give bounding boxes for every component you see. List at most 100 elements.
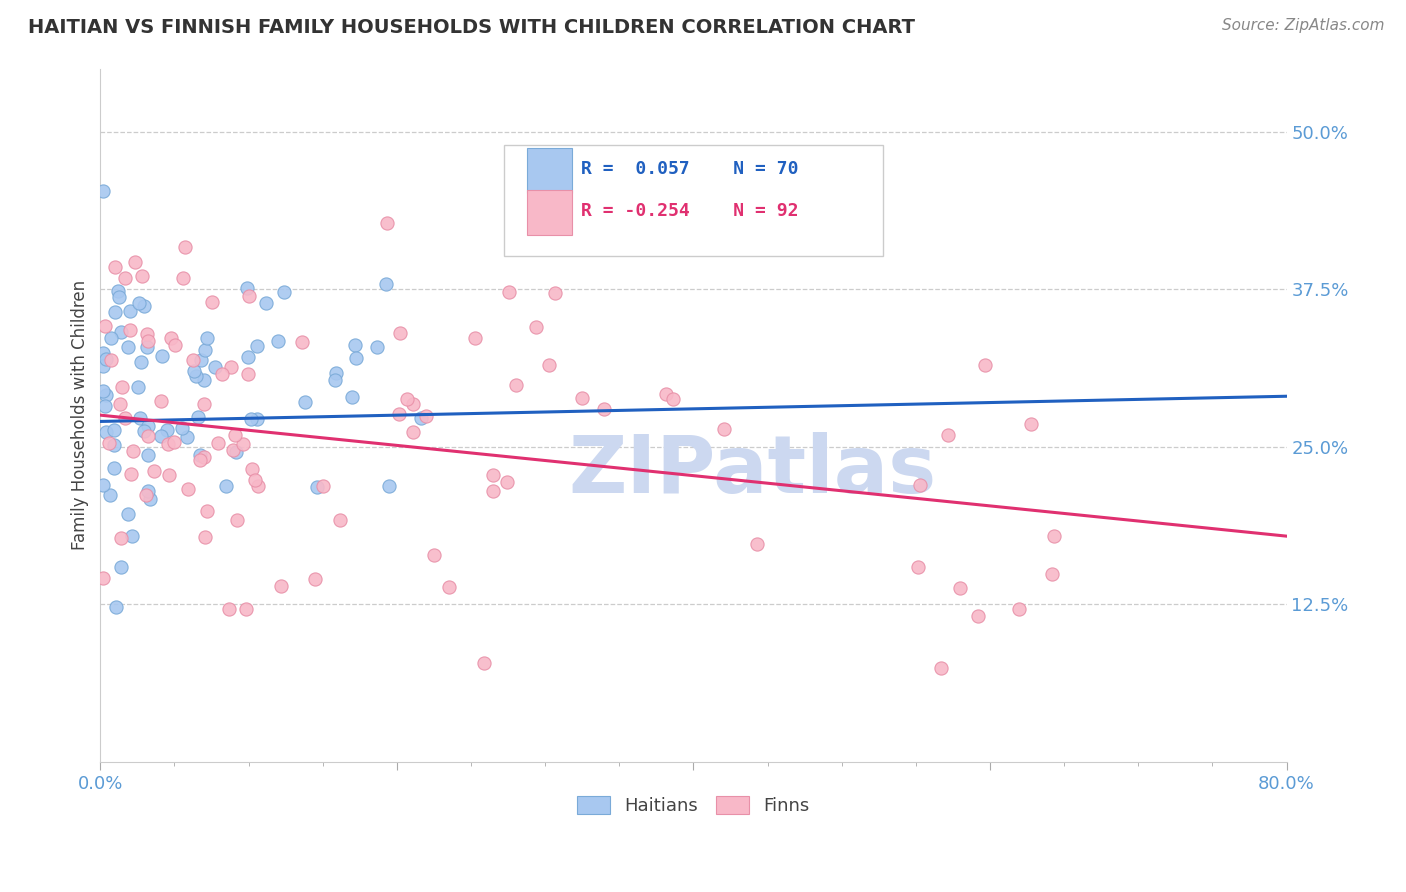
Text: HAITIAN VS FINNISH FAMILY HOUSEHOLDS WITH CHILDREN CORRELATION CHART: HAITIAN VS FINNISH FAMILY HOUSEHOLDS WIT…: [28, 18, 915, 37]
Point: [243, 473, 266, 487]
Point: [91, 346, 114, 360]
Point: [183, 364, 205, 378]
Point: [1040, 566, 1063, 581]
Point: [117, 507, 139, 521]
Point: [114, 271, 136, 285]
Point: [124, 255, 146, 269]
Point: [323, 372, 346, 386]
Point: [225, 444, 247, 458]
Point: [127, 379, 149, 393]
Point: [662, 392, 685, 407]
Point: [967, 608, 990, 623]
Point: [176, 430, 198, 444]
Point: [524, 320, 547, 334]
Point: [108, 397, 131, 411]
Point: [136, 429, 159, 443]
Point: [107, 285, 129, 299]
Point: [117, 340, 139, 354]
Point: [592, 402, 614, 417]
Point: [188, 453, 211, 467]
Point: [134, 299, 156, 313]
Point: [194, 343, 217, 358]
Point: [482, 483, 505, 498]
Point: [571, 392, 593, 406]
Y-axis label: Family Households with Children: Family Households with Children: [72, 280, 89, 550]
Point: [605, 212, 627, 227]
Point: [120, 304, 142, 318]
Legend: Haitians, Finns: Haitians, Finns: [578, 796, 810, 815]
Text: R =  0.057    N = 70: R = 0.057 N = 70: [581, 160, 799, 178]
Point: [135, 488, 157, 502]
Point: [305, 480, 328, 494]
Point: [908, 478, 931, 492]
Point: [974, 358, 997, 372]
Point: [655, 386, 678, 401]
Point: [111, 380, 134, 394]
Point: [157, 467, 180, 482]
Point: [222, 442, 245, 457]
Point: [207, 436, 229, 450]
Point: [195, 504, 218, 518]
Point: [396, 392, 419, 406]
Point: [98, 487, 121, 501]
Point: [104, 305, 127, 319]
Point: [538, 359, 561, 373]
Point: [219, 359, 242, 374]
Point: [204, 359, 226, 374]
Point: [304, 572, 326, 586]
Point: [254, 295, 277, 310]
Point: [402, 397, 425, 411]
Point: [91, 571, 114, 585]
Point: [246, 478, 269, 492]
Point: [131, 269, 153, 284]
Point: [96, 388, 118, 402]
Point: [215, 479, 238, 493]
Point: [97, 436, 120, 450]
Point: [188, 448, 211, 462]
Point: [155, 423, 177, 437]
Point: [91, 384, 114, 399]
Point: [498, 285, 520, 299]
Point: [544, 286, 567, 301]
Point: [110, 531, 132, 545]
Point: [91, 477, 114, 491]
Point: [129, 410, 152, 425]
Point: [238, 367, 260, 381]
Point: [238, 288, 260, 302]
Point: [94, 318, 117, 333]
Point: [136, 483, 159, 498]
Point: [195, 331, 218, 345]
Point: [100, 331, 122, 345]
Text: R = -0.254    N = 92: R = -0.254 N = 92: [581, 202, 799, 219]
Point: [114, 411, 136, 425]
Point: [238, 351, 260, 365]
FancyBboxPatch shape: [503, 145, 883, 256]
Point: [94, 400, 117, 414]
Point: [142, 464, 165, 478]
Point: [136, 418, 159, 433]
Point: [226, 513, 249, 527]
Point: [103, 423, 125, 437]
Point: [193, 373, 215, 387]
Point: [121, 529, 143, 543]
Point: [136, 326, 159, 341]
Point: [936, 427, 959, 442]
Point: [181, 353, 204, 368]
Point: [128, 296, 150, 310]
Point: [224, 428, 246, 442]
Point: [495, 475, 517, 489]
Point: [177, 482, 200, 496]
Point: [103, 461, 125, 475]
Point: [713, 422, 735, 436]
Point: [149, 429, 172, 443]
Point: [388, 407, 411, 421]
Point: [294, 394, 316, 409]
Point: [267, 334, 290, 348]
Point: [1008, 602, 1031, 616]
Point: [190, 353, 212, 368]
Point: [91, 185, 114, 199]
Point: [134, 424, 156, 438]
Point: [1019, 417, 1042, 432]
Point: [110, 326, 132, 340]
Text: ZIPatlas: ZIPatlas: [568, 432, 936, 509]
